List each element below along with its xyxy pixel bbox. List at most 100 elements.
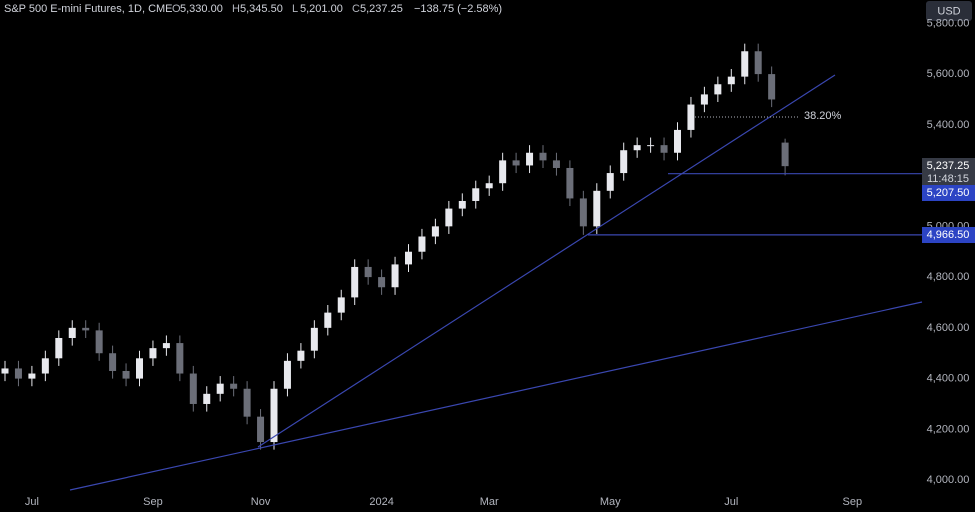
- candle-body: [552, 160, 560, 168]
- candle-body: [512, 160, 520, 166]
- candle-body: [310, 327, 318, 351]
- candle-body: [647, 145, 655, 147]
- price-tag-label: 4,966.50: [927, 229, 970, 241]
- candle-body: [109, 353, 117, 371]
- ohlc-legend: O 5,330.00 H 5,345.50 L 5,201.00 C 5,237.25 −138…: [172, 3, 502, 15]
- candle-body: [405, 251, 412, 265]
- candle-body: [579, 198, 587, 227]
- ohlc-label: O: [172, 3, 181, 15]
- candle-body: [633, 145, 641, 151]
- ohlc-label: L: [292, 3, 298, 15]
- candle-body: [55, 338, 63, 359]
- candle-body: [526, 152, 534, 166]
- candle-body: [257, 416, 265, 443]
- price-tag: [922, 158, 975, 186]
- fib-label: 38.20%: [804, 110, 842, 122]
- price-tag: [922, 227, 975, 243]
- candle-body: [68, 327, 76, 339]
- ohlc-label: C: [352, 3, 360, 15]
- candle-body: [216, 383, 224, 394]
- candle-body: [727, 76, 735, 85]
- candle-body: [593, 190, 601, 227]
- candle-body: [781, 142, 789, 167]
- candle-body: [768, 74, 776, 100]
- trendline: [257, 74, 836, 448]
- price-tag-timer: 11:48:15: [927, 173, 969, 185]
- candle-body: [176, 343, 184, 374]
- y-tick-label: 4,200.00: [927, 423, 970, 435]
- candle-body: [270, 388, 278, 443]
- x-tick-label: Sep: [843, 496, 863, 508]
- candle-body: [95, 330, 103, 354]
- candle-body: [283, 360, 291, 389]
- currency[interactable]: USD: [937, 5, 960, 17]
- y-tick-label: 4,400.00: [927, 373, 970, 385]
- candle-body: [700, 94, 708, 105]
- candle-body: [41, 358, 49, 374]
- candle-body: [82, 327, 90, 331]
- candle-body: [714, 84, 722, 95]
- candle-body: [391, 264, 399, 288]
- candle-body: [351, 266, 359, 298]
- trendline: [69, 301, 923, 491]
- y-tick-label: 4,800.00: [927, 271, 970, 283]
- candle-body: [149, 348, 157, 359]
- ohlc-value: 5,237.25: [360, 3, 403, 15]
- candle-body: [230, 383, 238, 389]
- candle-body: [324, 312, 332, 328]
- candle-body: [445, 208, 453, 227]
- candle-body: [660, 145, 668, 153]
- symbol: S&P 500 E-mini Futures, 1D, CME: [4, 3, 173, 15]
- x-tick-label: Jul: [25, 496, 39, 508]
- candle-body: [14, 368, 22, 379]
- candle-body: [364, 266, 372, 278]
- x-tick-label: Nov: [251, 496, 271, 508]
- y-tick-label: 4,000.00: [927, 474, 970, 486]
- candle-body: [162, 343, 170, 349]
- candle-body: [754, 51, 762, 75]
- candle-body: [1, 368, 9, 374]
- candle-body: [337, 297, 345, 313]
- candle-body: [485, 183, 493, 189]
- ohlc-label: H: [232, 3, 240, 15]
- candle-body: [189, 373, 197, 404]
- ohlc-value: 5,201.00: [300, 3, 343, 15]
- candle-body: [122, 370, 130, 379]
- candle-body: [499, 160, 507, 184]
- ohlc-value: 5,330.00: [180, 3, 223, 15]
- candle-body: [136, 358, 143, 379]
- candle-body: [458, 200, 466, 209]
- y-tick-label: 5,800.00: [927, 17, 970, 29]
- legend-header: S&P 500 E-mini Futures, 1D, CME: [4, 3, 173, 15]
- candle-body: [687, 104, 695, 130]
- x-tick-label: Jul: [724, 496, 738, 508]
- candle-body: [566, 167, 574, 199]
- candle-body: [28, 373, 36, 379]
- y-tick-label: 4,600.00: [927, 322, 970, 334]
- candle-body: [741, 51, 749, 77]
- price-tag-label: 5,207.50: [927, 187, 970, 199]
- candle-body: [606, 173, 614, 191]
- candle-body: [203, 393, 211, 404]
- ohlc-value: 5,345.50: [240, 3, 283, 15]
- plot-area: [1, 22, 926, 481]
- x-tick-label: Sep: [143, 496, 163, 508]
- change: −138.75 (−2.58%): [414, 3, 502, 15]
- candle-body: [620, 150, 628, 174]
- candle-body: [243, 388, 251, 417]
- candle-body: [539, 152, 547, 161]
- y-tick-label: 5,600.00: [927, 68, 970, 80]
- candle-body: [431, 226, 439, 237]
- currency-button[interactable]: [926, 1, 972, 21]
- x-tick-label: May: [600, 496, 621, 508]
- price-tag: [922, 185, 975, 201]
- candle-body: [418, 236, 426, 252]
- x-tick-label: Mar: [480, 496, 499, 508]
- candle-body: [297, 350, 305, 361]
- y-tick-label: 5,400.00: [927, 119, 970, 131]
- candle-body: [472, 188, 480, 201]
- price-tag-label: 5,237.25: [927, 160, 970, 172]
- x-tick-label: 2024: [369, 496, 393, 508]
